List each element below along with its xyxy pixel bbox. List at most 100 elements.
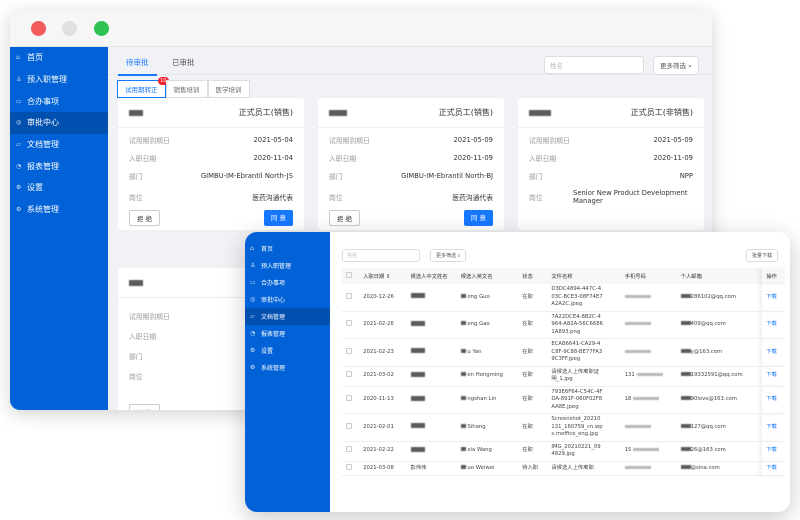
- file-name: ECAB6641-CA29-4C8F-9C88-BE77FA39C3FF.jpe…: [551, 341, 603, 362]
- maximize-button[interactable]: [94, 21, 109, 36]
- download-link[interactable]: 下载: [766, 423, 777, 430]
- row-checkbox[interactable]: [346, 292, 352, 299]
- batch-download-button[interactable]: 批量下载: [745, 249, 778, 262]
- field-label: 部门: [129, 353, 143, 361]
- blurred-text: [624, 424, 651, 428]
- minimize-button[interactable]: [62, 21, 77, 36]
- phone: [620, 413, 677, 442]
- download-link[interactable]: 下载: [766, 447, 777, 454]
- name-search-input[interactable]: 姓名: [342, 249, 420, 262]
- reject-button[interactable]: 拒 绝: [329, 210, 361, 226]
- row-checkbox[interactable]: [346, 347, 352, 354]
- sidebar-item-5[interactable]: ◔ 报表管理: [10, 155, 108, 177]
- column-header[interactable]: 入职日期 ⇕: [359, 268, 407, 284]
- english-name-text: eng Gao: [467, 321, 490, 327]
- checkbox[interactable]: [346, 272, 352, 278]
- blurred-text: [460, 321, 466, 325]
- approve-button[interactable]: 同 意: [263, 210, 293, 226]
- hire-date: 2021-02-01: [359, 413, 407, 442]
- subtab-sales-training[interactable]: 销售培训: [165, 80, 208, 98]
- search-icon: ⌕: [457, 253, 461, 259]
- hire-date: 2021-03-02: [359, 366, 407, 387]
- column-label: 入职日期: [363, 274, 385, 280]
- chinese-name: [406, 366, 457, 387]
- sidebar-item-2[interactable]: ▭ 合办事项: [10, 90, 108, 112]
- name-search-input[interactable]: 姓名: [544, 56, 644, 74]
- employee-type: 正式员工(销售): [438, 108, 493, 117]
- file-name: 请候选人上传离职证明_1.jpg: [551, 368, 600, 383]
- row-checkbox[interactable]: [346, 395, 352, 401]
- sidebar-item-0[interactable]: ⌂ 首页: [10, 47, 108, 69]
- row-checkbox[interactable]: [346, 422, 352, 429]
- english-name-text: ngshan Lin: [467, 396, 497, 402]
- sidebar-item-4[interactable]: ▱ 文档管理: [245, 308, 330, 325]
- subtab-medical-training[interactable]: 医学培训: [207, 80, 250, 98]
- sidebar-item-5[interactable]: ◔ 报表管理: [245, 325, 330, 342]
- field-label: 岗位: [329, 194, 343, 202]
- sidebar-item-7[interactable]: ⚙ 系统管理: [245, 359, 330, 376]
- download-link[interactable]: 下载: [766, 464, 777, 471]
- sidebar-item-1[interactable]: ♙ 预入职管理: [10, 69, 108, 91]
- email-text: 26@163.com: [690, 447, 726, 454]
- column-header: 候选人英文名: [456, 268, 519, 284]
- row-checkbox[interactable]: [346, 371, 352, 378]
- select-all[interactable]: [342, 268, 360, 284]
- field-label: 试用期到期日: [129, 137, 170, 145]
- sidebar-item-label: 合办事项: [27, 96, 59, 106]
- sidebar-item-3[interactable]: ◎ 审批中心: [10, 112, 108, 134]
- blurred-text: [460, 396, 466, 400]
- hire-date: 2021-02-26: [359, 311, 407, 339]
- more-filter-label: 更多筛选: [660, 62, 686, 70]
- blurred-text: [636, 373, 663, 377]
- column-header: 状态: [518, 268, 548, 284]
- reject-button[interactable]: 拒 绝: [129, 210, 161, 226]
- more-filter-button[interactable]: 更多筛选 ⌕: [430, 249, 467, 262]
- column-header: 个人邮箱: [676, 268, 763, 284]
- download-link[interactable]: 下载: [766, 396, 777, 402]
- phone-text: 15: [624, 447, 632, 454]
- phone-text: 131: [624, 372, 635, 379]
- sidebar-item-2[interactable]: ▭ 合办事项: [245, 274, 330, 291]
- sidebar-item-6[interactable]: ⚙ 设置: [10, 177, 108, 199]
- sidebar-item-label: 系统管理: [27, 205, 59, 215]
- document-management: 姓名 更多筛选 ⌕ 批量下载 入职日期 ⇕ 候选人中文姓名 候选人英文名 状态 文件名称…: [330, 232, 790, 512]
- reject-button[interactable]: 拒 绝: [129, 404, 161, 410]
- chinese-name: [406, 338, 457, 367]
- english-name: eng Gao: [456, 311, 519, 339]
- subtab-probation[interactable]: 试用期转正 10: [117, 77, 169, 98]
- more-filter-button[interactable]: 更多筛选 ⌕: [653, 56, 699, 75]
- row-checkbox[interactable]: [346, 446, 352, 453]
- sidebar-item-7[interactable]: ⚙ 系统管理: [10, 199, 108, 221]
- column-header: 操作: [762, 268, 785, 284]
- sidebar-item-label: 审批中心: [27, 118, 59, 128]
- back-window: ⌂ 首页 ♙ 预入职管理 ▭ 合办事项 ◎ 审批中心 ▱ 文档管理 ◔ 报表管理 ⚙ 设置 ⚙ 系统管理 待审…: [10, 10, 712, 410]
- sidebar-item-3[interactable]: ◎ 审批中心: [245, 291, 330, 308]
- sidebar-item-4[interactable]: ▱ 文档管理: [10, 134, 108, 156]
- subtab-label: 试用期转正: [125, 86, 158, 94]
- hire-date: 2021-02-23: [359, 338, 407, 367]
- status: 在职: [518, 441, 548, 462]
- blurred-text: [680, 464, 691, 469]
- row-checkbox[interactable]: [346, 320, 352, 326]
- download-link[interactable]: 下载: [766, 348, 777, 355]
- close-button[interactable]: [31, 21, 46, 36]
- table-row: 2021-02-23 u Yan 在职 ECAB6641-CA29-4C8F-9…: [342, 338, 785, 367]
- download-link[interactable]: 下载: [766, 372, 777, 379]
- user-icon: ♙: [250, 262, 256, 269]
- field-label: 入职日期: [129, 333, 157, 341]
- blurred-text: [680, 321, 691, 325]
- sidebar-item-0[interactable]: ⌂ 首页: [245, 240, 330, 257]
- sidebar-item-1[interactable]: ♙ 预入职管理: [245, 257, 330, 274]
- download-link[interactable]: 下载: [766, 293, 777, 300]
- blurred-text: [460, 372, 466, 377]
- email: 286102@qq.com: [676, 284, 763, 312]
- row-checkbox[interactable]: [346, 463, 352, 470]
- sidebar-item-6[interactable]: ⚙ 设置: [245, 342, 330, 359]
- table-row: 2021-03-02 en Hongming 在职 请候选人上传离职证明_1.j…: [342, 366, 785, 387]
- tab-approved[interactable]: 已审批: [172, 58, 195, 67]
- tab-pending[interactable]: 待审批: [118, 57, 157, 76]
- column-label: 状态: [522, 274, 533, 280]
- download-link[interactable]: 下载: [766, 321, 777, 327]
- sidebar: ⌂ 首页 ♙ 预入职管理 ▭ 合办事项 ◎ 审批中心 ▱ 文档管理 ◔ 报表管理 ⚙ 设置 ⚙ 系统管理: [10, 47, 108, 410]
- approve-button[interactable]: 同 意: [463, 210, 493, 226]
